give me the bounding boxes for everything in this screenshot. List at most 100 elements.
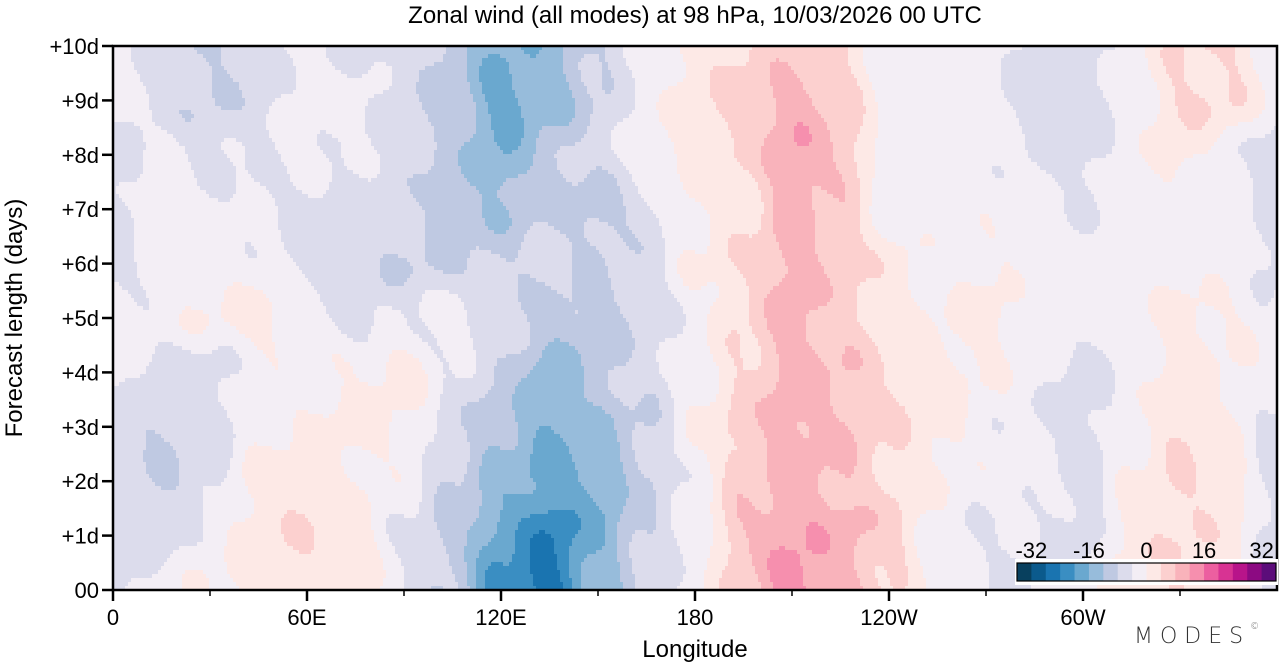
heatmap-cell (905, 246, 1269, 251)
heatmap-cell (1196, 534, 1221, 539)
heatmap-cell (1106, 154, 1143, 159)
heatmap-cell (113, 414, 228, 419)
heatmap-cell (179, 318, 210, 323)
heatmap-cell (1268, 410, 1278, 415)
heatmap-cell (389, 534, 441, 539)
heatmap-cell (1097, 434, 1152, 439)
heatmap-cell (251, 174, 291, 179)
heatmap-cell (956, 366, 981, 371)
heatmap-cell (854, 550, 906, 555)
heatmap-cell (869, 206, 1065, 211)
heatmap-cell (404, 586, 432, 591)
heatmap-cell (719, 294, 750, 299)
heatmap-cell (1145, 54, 1161, 59)
heatmap-cell (467, 434, 519, 439)
heatmap-cell (908, 574, 924, 579)
heatmap-cell (1265, 94, 1278, 99)
heatmap-cell (1238, 314, 1278, 319)
heatmap-cell (761, 154, 834, 159)
heatmap-cell (767, 446, 858, 451)
heatmap-cell (392, 474, 402, 479)
heatmap-cell (809, 126, 828, 131)
heatmap-cell (752, 46, 849, 51)
heatmap-cell (1211, 350, 1230, 355)
heatmap-cell (470, 526, 498, 531)
heatmap-cell (494, 370, 531, 375)
heatmap-cell (1193, 522, 1218, 527)
heatmap-cell (545, 346, 576, 351)
heatmap-cell (1088, 422, 1149, 427)
heatmap-cell (1148, 418, 1236, 423)
heatmap-cell (728, 534, 747, 539)
heatmap-cell (1034, 394, 1113, 399)
heatmap-cell (977, 538, 999, 543)
heatmap-cell (452, 566, 468, 571)
heatmap-cell (1010, 366, 1068, 371)
heatmap-cell (686, 434, 732, 439)
heatmap-cell (599, 54, 606, 59)
heatmap-cell (755, 410, 834, 415)
heatmap-cell (1175, 94, 1200, 99)
heatmap-cell (503, 562, 510, 567)
heatmap-cell (713, 538, 729, 543)
heatmap-cell (875, 574, 888, 579)
heatmap-cell (707, 314, 750, 319)
heatmap-cell (686, 314, 708, 319)
heatmap-cell (326, 46, 447, 51)
heatmap-cell (1178, 166, 1248, 171)
heatmap-cell (113, 274, 138, 279)
heatmap-cell (611, 74, 633, 79)
heatmap-cell (584, 134, 612, 139)
heatmap-cell (938, 330, 954, 335)
heatmap-cell (281, 238, 426, 243)
heatmap-cell (563, 586, 573, 591)
heatmap-cell (998, 390, 1008, 395)
heatmap-cell (599, 58, 606, 63)
heatmap-cell (569, 238, 588, 243)
colorbar-swatch (1117, 563, 1133, 581)
heatmap-cell (863, 46, 1023, 51)
heatmap-cell (296, 74, 348, 79)
heatmap-cell (794, 134, 813, 139)
heatmap-cell (434, 498, 483, 503)
y-tick-label: +9d (62, 88, 99, 113)
heatmap-cell (146, 86, 213, 91)
heatmap-cell (458, 294, 519, 299)
heatmap-cell (341, 450, 372, 455)
heatmap-cell (944, 314, 1002, 319)
heatmap-cell (632, 430, 675, 435)
heatmap-cell (455, 374, 474, 379)
heatmap-cell (272, 314, 330, 319)
heatmap-cell (518, 282, 546, 287)
heatmap-cell (611, 278, 666, 283)
heatmap-cell (209, 62, 222, 67)
heatmap-cell (992, 418, 999, 423)
heatmap-cell (755, 334, 774, 339)
heatmap-cell (494, 366, 534, 371)
heatmap-field (113, 46, 1278, 591)
heatmap-cell (527, 314, 624, 319)
heatmap-cell (677, 270, 741, 275)
heatmap-cell (557, 166, 597, 171)
heatmap-cell (1262, 586, 1278, 591)
heatmap-cell (137, 266, 300, 271)
heatmap-cell (1256, 446, 1278, 451)
heatmap-cell (422, 454, 471, 459)
heatmap-cell (341, 146, 375, 151)
heatmap-cell (518, 174, 564, 179)
heatmap-cell (728, 530, 747, 535)
heatmap-cell (989, 234, 996, 239)
heatmap-cell (386, 570, 405, 575)
heatmap-cell (1151, 290, 1182, 295)
heatmap-cell (1142, 130, 1224, 135)
heatmap-cell (338, 326, 372, 331)
heatmap-cell (281, 230, 426, 235)
heatmap-cell (113, 218, 135, 223)
heatmap-cell (1241, 522, 1269, 527)
heatmap-cell (1037, 518, 1065, 523)
heatmap-cell (644, 246, 666, 251)
heatmap-cell (713, 518, 726, 523)
heatmap-cell (197, 542, 228, 547)
heatmap-cell (1115, 46, 1146, 51)
heatmap-cell (146, 442, 171, 447)
